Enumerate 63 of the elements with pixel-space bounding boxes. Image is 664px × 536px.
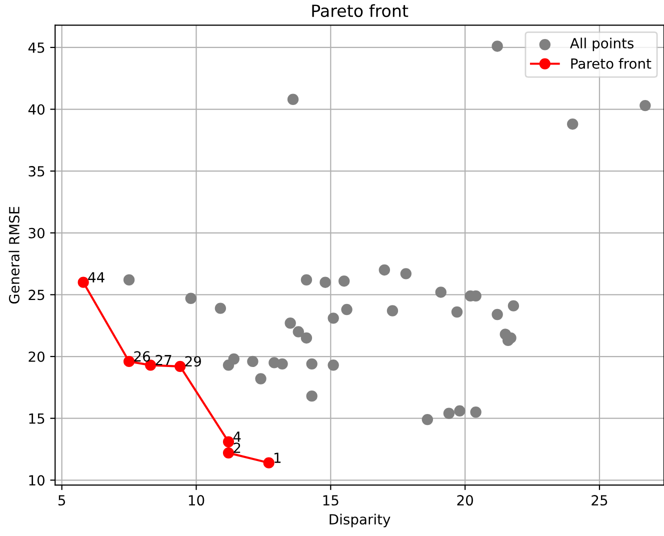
point xyxy=(263,457,274,468)
point xyxy=(123,356,135,368)
point xyxy=(341,304,352,316)
point xyxy=(255,373,266,384)
point xyxy=(306,358,318,370)
point xyxy=(492,40,503,52)
point xyxy=(276,358,288,370)
x-tick-label: 5 xyxy=(58,495,66,506)
annotation: 26 xyxy=(134,351,150,362)
point xyxy=(123,274,135,286)
point xyxy=(400,268,412,280)
point xyxy=(214,302,226,314)
point xyxy=(328,312,339,324)
point xyxy=(443,408,455,419)
y-tick-label: 40 xyxy=(28,104,44,115)
annotation: 1 xyxy=(274,452,281,463)
point xyxy=(300,274,312,286)
point xyxy=(300,332,312,344)
point xyxy=(306,390,318,402)
y-tick-label: 45 xyxy=(28,42,44,53)
y-tick-label: 25 xyxy=(28,290,44,300)
x-tick-label: 25 xyxy=(592,495,608,506)
legend-label: Pareto front xyxy=(571,58,652,69)
point xyxy=(78,276,89,288)
x-tick-label: 20 xyxy=(457,495,473,506)
point xyxy=(185,292,196,304)
point xyxy=(422,414,434,426)
annotation: 2 xyxy=(234,442,240,453)
x-axis-title: Disparity xyxy=(330,514,390,528)
point xyxy=(451,306,463,318)
point xyxy=(492,308,503,320)
chart-title: Pareto front xyxy=(312,4,408,18)
annotation: 44 xyxy=(88,272,104,282)
y-tick-label: 30 xyxy=(28,228,44,238)
annotation: 27 xyxy=(156,354,172,366)
point xyxy=(328,360,339,371)
point xyxy=(566,118,578,130)
x-tick-label: 15 xyxy=(323,495,338,506)
point xyxy=(222,447,234,458)
point xyxy=(386,305,398,316)
annotation: 4 xyxy=(233,432,241,442)
point xyxy=(284,318,296,329)
y-axis-title: General RMSE xyxy=(8,206,20,304)
legend-label: All points xyxy=(570,38,634,52)
y-tick-label: 20 xyxy=(28,351,44,362)
x-tick-label: 10 xyxy=(188,495,204,506)
point xyxy=(378,264,390,276)
annotation: 29 xyxy=(185,356,201,367)
point xyxy=(292,326,304,338)
point xyxy=(174,360,186,372)
y-tick-label: 15 xyxy=(29,413,44,424)
point xyxy=(228,353,240,365)
y-tick-label: 35 xyxy=(28,166,44,177)
point xyxy=(287,94,299,105)
point xyxy=(435,286,446,298)
point xyxy=(470,406,482,418)
point xyxy=(320,276,331,288)
point xyxy=(247,356,258,368)
point xyxy=(338,275,350,287)
point xyxy=(454,405,466,417)
point xyxy=(508,300,520,312)
y-tick-label: 10 xyxy=(29,475,44,486)
point xyxy=(640,100,651,112)
